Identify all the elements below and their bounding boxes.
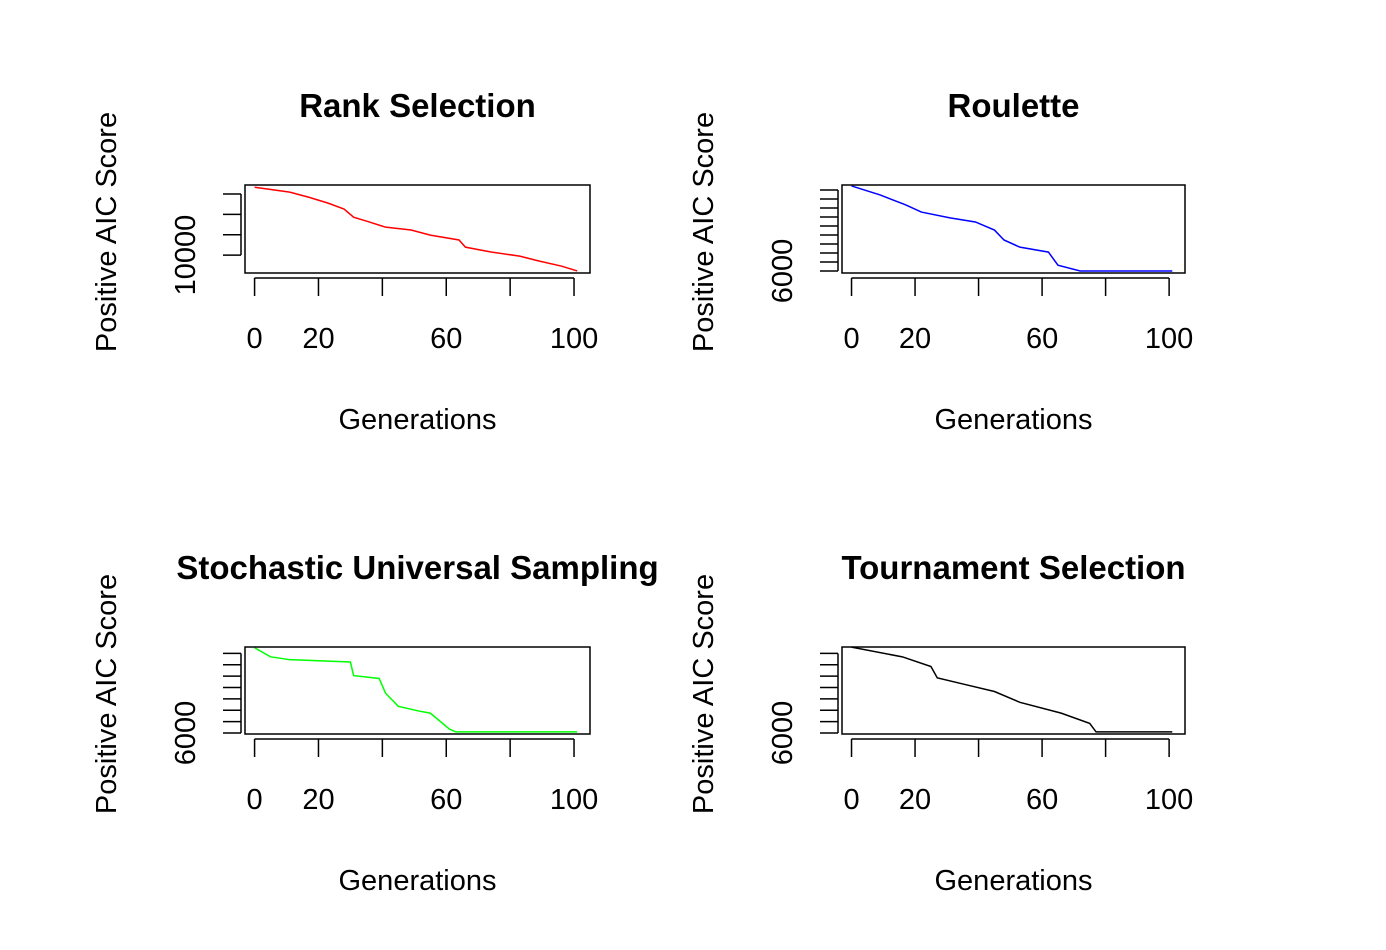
x-tick-label: 60 [1026, 323, 1058, 355]
chart-title: Stochastic Universal Sampling [176, 549, 658, 586]
panel: Tournament Selection Generations Positive … [688, 549, 1193, 897]
x-axis-label: Generations [935, 865, 1093, 897]
x-tick-label: 20 [899, 323, 931, 355]
x-tick-label: 0 [843, 323, 859, 355]
y-tick-label: 6000 [767, 239, 799, 304]
y-tick-label: 6000 [170, 701, 202, 766]
x-tick-label: 0 [247, 784, 263, 816]
chart-title: Roulette [948, 87, 1080, 124]
chart-title: Rank Selection [299, 87, 536, 124]
data-line [851, 185, 1173, 272]
x-tick-label: 20 [899, 784, 931, 816]
y-tick-label: 6000 [767, 701, 799, 766]
x-tick-label: 100 [1145, 784, 1193, 816]
y-axis-label: Positive AIC Score [91, 574, 123, 814]
panel: Stochastic Universal Sampling Generations… [91, 549, 659, 897]
panel: Roulette Generations Positive AIC Score 0 20… [688, 87, 1193, 436]
y-axis-label: Positive AIC Score [688, 112, 720, 352]
data-line [254, 647, 578, 733]
x-tick-label: 0 [247, 323, 263, 355]
y-axis-label: Positive AIC Score [91, 112, 123, 352]
plot-box [244, 646, 591, 735]
x-tick-label: 0 [843, 784, 859, 816]
chart-title: Tournament Selection [841, 549, 1185, 586]
panel: Rank Selection Generations Positive AIC Sc… [91, 87, 598, 436]
y-axis-label: Positive AIC Score [688, 574, 720, 814]
x-axis-label: Generations [339, 865, 497, 897]
data-line [254, 186, 578, 272]
x-tick-label: 20 [302, 784, 334, 816]
plot-box [841, 646, 1186, 735]
x-axis-label: Generations [339, 404, 497, 436]
plot-box [244, 184, 591, 274]
plot-box [841, 184, 1186, 274]
data-line [851, 646, 1173, 733]
x-tick-label: 100 [550, 323, 598, 355]
x-tick-label: 100 [550, 784, 598, 816]
x-tick-label: 60 [430, 323, 462, 355]
x-tick-label: 20 [302, 323, 334, 355]
x-tick-label: 60 [1026, 784, 1058, 816]
y-tick-label: 10000 [170, 215, 202, 296]
x-tick-label: 60 [430, 784, 462, 816]
x-axis-label: Generations [935, 404, 1093, 436]
x-tick-label: 100 [1145, 323, 1193, 355]
